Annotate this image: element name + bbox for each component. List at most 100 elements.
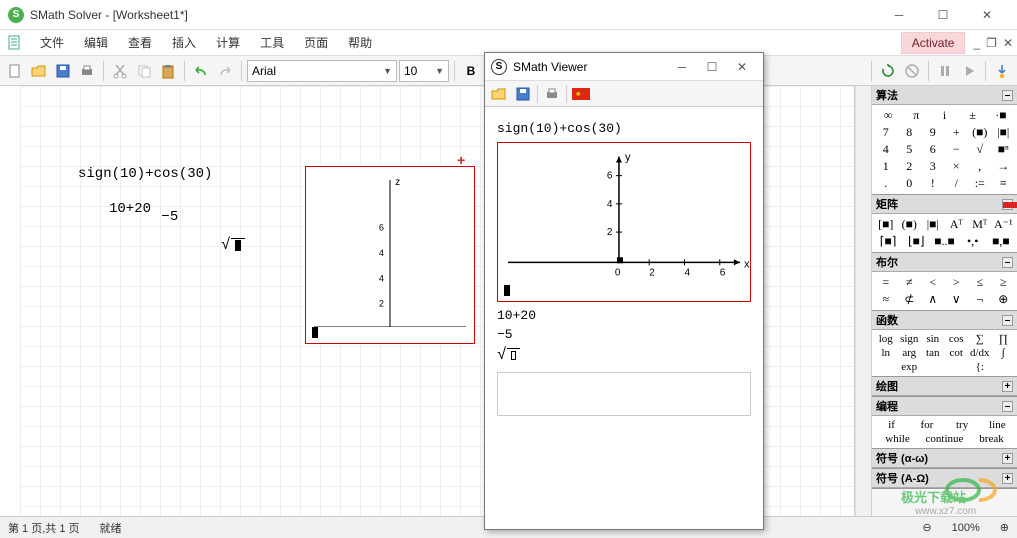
palette-cell[interactable]: 3 xyxy=(921,158,945,175)
menu-view[interactable]: 查看 xyxy=(118,31,162,54)
font-select[interactable]: Arial▼ xyxy=(247,60,397,82)
palette-cell[interactable]: (■) xyxy=(968,124,992,141)
palette-cell[interactable]: Aᵀ xyxy=(945,216,969,233)
palette-cell[interactable]: try xyxy=(945,418,980,432)
palette-cell[interactable]: ! xyxy=(921,175,945,192)
menu-file[interactable]: 文件 xyxy=(30,31,74,54)
palette-cell[interactable]: / xyxy=(945,175,969,192)
palette-cell[interactable]: log xyxy=(874,332,898,346)
save-button[interactable] xyxy=(52,60,74,82)
menu-edit[interactable]: 编辑 xyxy=(74,31,118,54)
refresh-button[interactable] xyxy=(877,60,899,82)
palette-cell[interactable]: continue xyxy=(921,432,968,446)
zoom-out[interactable]: ⊖ xyxy=(922,521,931,534)
palette-cell[interactable]: 6 xyxy=(921,141,945,158)
palette-cell[interactable]: ± xyxy=(959,107,987,124)
palette-cell[interactable]: exp xyxy=(874,360,945,374)
paste-button[interactable] xyxy=(157,60,179,82)
panel-expand[interactable]: + xyxy=(1002,473,1013,484)
palette-cell[interactable]: •,• xyxy=(959,233,987,250)
palette-cell[interactable]: → xyxy=(992,158,1016,175)
palette-cell[interactable]: , xyxy=(968,158,992,175)
new-button[interactable] xyxy=(4,60,26,82)
menu-tools[interactable]: 工具 xyxy=(250,31,294,54)
plot-region[interactable]: z x y 0 2 4 6 2 4 4 6 xyxy=(305,166,475,344)
copy-button[interactable] xyxy=(133,60,155,82)
palette-cell[interactable]: := xyxy=(968,175,992,192)
palette-cell[interactable]: (■) xyxy=(898,216,922,233)
palette-cell[interactable]: i xyxy=(930,107,958,124)
palette-cell[interactable]: if xyxy=(874,418,909,432)
menu-help[interactable]: 帮助 xyxy=(338,31,382,54)
palette-cell[interactable]: while xyxy=(874,432,921,446)
palette-cell[interactable]: cot xyxy=(945,346,969,360)
viewer-window[interactable]: S SMath Viewer ─ ☐ ✕ ★ sign(10)+cos(30) … xyxy=(484,52,764,530)
palette-cell[interactable]: 1 xyxy=(874,158,898,175)
undo-button[interactable] xyxy=(190,60,212,82)
palette-cell[interactable]: ¬ xyxy=(968,291,992,308)
print-button[interactable] xyxy=(76,60,98,82)
palette-cell[interactable]: line xyxy=(980,418,1015,432)
vertical-scrollbar[interactable] xyxy=(855,86,871,516)
maximize-button[interactable]: ☐ xyxy=(921,0,965,30)
palette-cell[interactable]: 8 xyxy=(898,124,922,141)
panel-expand[interactable]: + xyxy=(1002,381,1013,392)
expression-1[interactable]: sign(10)+cos(30) xyxy=(78,166,212,182)
menu-insert[interactable]: 插入 xyxy=(162,31,206,54)
viewer-close[interactable]: ✕ xyxy=(727,60,757,74)
activate-button[interactable]: Activate xyxy=(901,32,966,54)
palette-cell[interactable]: ≥ xyxy=(992,274,1016,291)
palette-cell[interactable]: 0 xyxy=(898,175,922,192)
palette-cell[interactable]: ∨ xyxy=(945,291,969,308)
viewer-save[interactable] xyxy=(513,84,533,104)
palette-cell[interactable]: ≈ xyxy=(874,291,898,308)
palette-cell[interactable]: ∏ xyxy=(992,332,1016,346)
palette-cell[interactable]: |■| xyxy=(921,216,945,233)
palette-cell[interactable]: |■| xyxy=(992,124,1016,141)
app-menu-icon[interactable] xyxy=(4,32,26,54)
viewer-titlebar[interactable]: S SMath Viewer ─ ☐ ✕ xyxy=(485,53,763,81)
palette-cell[interactable]: 9 xyxy=(921,124,945,141)
palette-cell[interactable]: ■..■ xyxy=(930,233,958,250)
palette-cell[interactable]: Mᵀ xyxy=(968,216,992,233)
palette-cell[interactable]: d/dx xyxy=(968,346,992,360)
palette-cell[interactable]: ≡ xyxy=(992,175,1016,192)
viewer-flag[interactable]: ★ xyxy=(571,84,591,104)
mdi-restore[interactable]: ❐ xyxy=(986,36,997,50)
palette-cell[interactable]: ∑ xyxy=(968,332,992,346)
palette-cell[interactable]: ≤ xyxy=(968,274,992,291)
expression-sqrt[interactable] xyxy=(221,236,245,254)
palette-cell[interactable]: ■ⁿ xyxy=(992,141,1016,158)
viewer-plot[interactable]: x y 0 2 4 6 2 4 6 xyxy=(497,142,751,302)
palette-cell[interactable]: {: xyxy=(945,360,1016,374)
palette-cell[interactable]: + xyxy=(945,124,969,141)
palette-cell[interactable]: for xyxy=(909,418,944,432)
play-button[interactable] xyxy=(958,60,980,82)
minimize-button[interactable]: ─ xyxy=(877,0,921,30)
zoom-in[interactable]: ⊕ xyxy=(1000,521,1009,534)
palette-cell[interactable]: sign xyxy=(898,332,922,346)
palette-cell[interactable]: . xyxy=(874,175,898,192)
open-button[interactable] xyxy=(28,60,50,82)
palette-cell[interactable]: cos xyxy=(945,332,969,346)
palette-cell[interactable]: ∫ xyxy=(992,346,1016,360)
palette-cell[interactable]: 2 xyxy=(898,158,922,175)
palette-cell[interactable]: − xyxy=(945,141,969,158)
mdi-minimize[interactable]: _ xyxy=(973,36,980,50)
palette-cell[interactable]: A⁻¹ xyxy=(992,216,1016,233)
bold-button[interactable]: B xyxy=(460,60,482,82)
palette-cell[interactable]: sin xyxy=(921,332,945,346)
palette-cell[interactable]: ⌈■⌉ xyxy=(874,233,902,250)
viewer-minimize[interactable]: ─ xyxy=(667,60,697,74)
palette-cell[interactable]: × xyxy=(945,158,969,175)
palette-cell[interactable]: ∞ xyxy=(874,107,902,124)
expression-2[interactable]: 10+20 −5 xyxy=(109,201,176,217)
palette-cell[interactable]: ⌊■⌋ xyxy=(902,233,930,250)
panel-collapse[interactable]: – xyxy=(1002,315,1013,326)
palette-cell[interactable]: arg xyxy=(898,346,922,360)
palette-cell[interactable]: ≠ xyxy=(898,274,922,291)
palette-cell[interactable]: > xyxy=(945,274,969,291)
palette-cell[interactable]: ·■ xyxy=(987,107,1015,124)
palette-cell[interactable]: = xyxy=(874,274,898,291)
mdi-close[interactable]: ✕ xyxy=(1003,36,1013,50)
